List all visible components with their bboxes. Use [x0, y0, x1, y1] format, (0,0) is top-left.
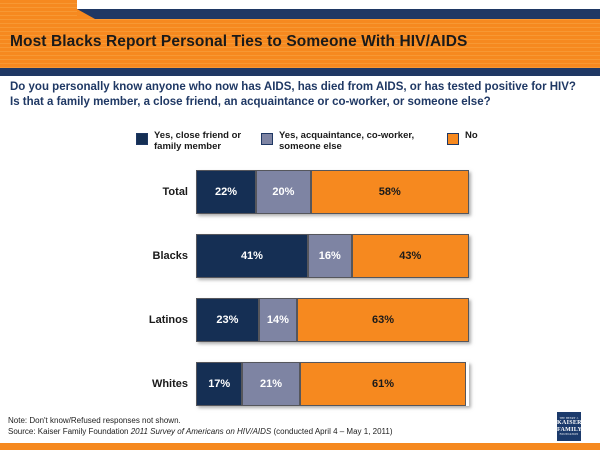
bar-segment: 21%: [242, 362, 300, 406]
legend-item-acquaintance: Yes, acquaintance, co-worker, someone el…: [261, 130, 437, 152]
row-label: Whites: [151, 378, 188, 390]
legend-item-no: No: [447, 130, 495, 145]
legend-label: No: [465, 130, 478, 141]
stacked-bar-chart: Total 22% 20% 58% Blacks 41% 16% 43% Latinos 23% 1…: [0, 170, 470, 426]
legend-label: Yes, close friend or family member: [154, 130, 242, 152]
bar-segment: 23%: [196, 298, 259, 342]
bottom-accent-bar: [0, 443, 600, 450]
header-top-spacer: [77, 0, 600, 9]
stacked-bar: 23% 14% 63%: [196, 298, 469, 342]
chart-row: Total 22% 20% 58%: [0, 170, 470, 214]
bar-segment: 16%: [307, 234, 352, 278]
legend-swatch-orange: [447, 133, 459, 145]
kaiser-family-foundation-logo: THE HENRY J. KAISER FAMILY FOUNDATION: [557, 412, 583, 441]
chart-row: Blacks 41% 16% 43%: [0, 234, 470, 278]
footer-notes: Note: Don't know/Refused responses not s…: [8, 415, 478, 437]
bar-segment: 58%: [310, 170, 469, 214]
legend-swatch-gray: [261, 133, 273, 145]
stacked-bar: 22% 20% 58%: [196, 170, 469, 214]
header-tab-diagonal: [77, 9, 95, 19]
note-line: Note: Don't know/Refused responses not s…: [8, 416, 181, 425]
stacked-bar: 17% 21% 61%: [196, 362, 469, 406]
logo-line-3: FAMILY: [557, 426, 583, 433]
header-divider: [0, 68, 600, 76]
legend-swatch-navy: [136, 133, 148, 145]
header-navy-band: [77, 9, 600, 19]
bar-segment: 63%: [297, 298, 469, 342]
source-line: Source: Kaiser Family Foundation 2011 Su…: [8, 427, 393, 436]
logo-line-1: THE HENRY J.: [559, 416, 579, 420]
question-line-1: Do you personally know anyone who now ha…: [10, 81, 576, 93]
question-text: Do you personally know anyone who now ha…: [10, 80, 594, 110]
bar-segment: 14%: [258, 298, 297, 342]
slide-title: Most Blacks Report Personal Ties to Some…: [10, 33, 468, 50]
legend-label: Yes, acquaintance, co-worker, someone el…: [279, 130, 415, 152]
logo-line-4: FOUNDATION: [559, 432, 579, 436]
bar-segment: 17%: [196, 362, 243, 406]
row-label: Latinos: [148, 314, 188, 326]
bar-segment: 61%: [299, 362, 467, 406]
legend-item-close-friend: Yes, close friend or family member: [136, 130, 254, 152]
logo-line-2: KAISER: [557, 420, 582, 427]
row-label: Blacks: [152, 250, 188, 262]
chart-row: Latinos 23% 14% 63%: [0, 298, 470, 342]
stacked-bar: 41% 16% 43%: [196, 234, 469, 278]
chart-row: Whites 17% 21% 61%: [0, 362, 470, 406]
row-label: Total: [162, 186, 188, 198]
bar-segment: 43%: [351, 234, 469, 278]
bar-segment: 41%: [196, 234, 308, 278]
question-line-2: Is that a family member, a close friend,…: [10, 96, 491, 108]
bar-segment: 22%: [196, 170, 257, 214]
bar-segment: 20%: [256, 170, 311, 214]
